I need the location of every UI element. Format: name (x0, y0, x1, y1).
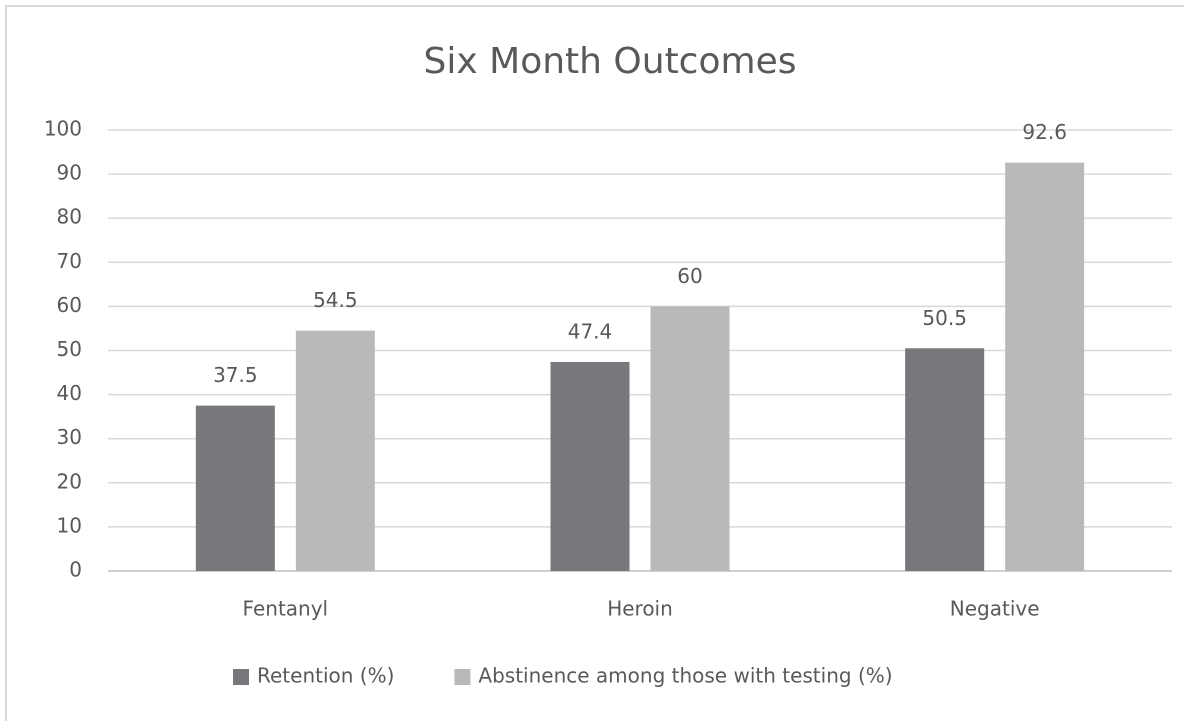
bar (650, 306, 730, 571)
y-tick-label: 40 (57, 381, 82, 405)
legend-label: Abstinence among those with testing (%) (478, 664, 892, 688)
bar (195, 405, 275, 571)
x-tick-label: Fentanyl (243, 597, 329, 621)
y-tick-label: 70 (57, 249, 82, 273)
legend-label: Retention (%) (257, 664, 394, 688)
y-tick-label: 30 (57, 425, 82, 449)
data-label: 92.6 (1022, 120, 1067, 144)
y-tick-label: 0 (69, 558, 82, 582)
chart-title: Six Month Outcomes (424, 41, 797, 82)
y-tick-label: 20 (57, 469, 82, 493)
legend-swatch (454, 669, 471, 685)
y-tick-label: 50 (57, 337, 82, 361)
data-label: 47.4 (568, 319, 613, 343)
data-label: 50.5 (922, 306, 967, 330)
bar (550, 361, 630, 571)
y-tick-label: 90 (57, 161, 82, 185)
x-tick-label: Negative (950, 597, 1040, 621)
data-label: 60 (677, 264, 702, 288)
y-tick-label: 100 (44, 117, 82, 141)
bar (295, 330, 375, 571)
bar (905, 348, 985, 571)
data-label: 37.5 (213, 363, 258, 387)
y-tick-label: 80 (57, 205, 82, 229)
y-tick-label: 60 (57, 293, 82, 317)
x-tick-label: Heroin (607, 597, 673, 621)
y-tick-label: 10 (57, 513, 82, 537)
legend-swatch (233, 669, 249, 685)
data-label: 54.5 (313, 288, 358, 312)
bar (1005, 162, 1085, 571)
